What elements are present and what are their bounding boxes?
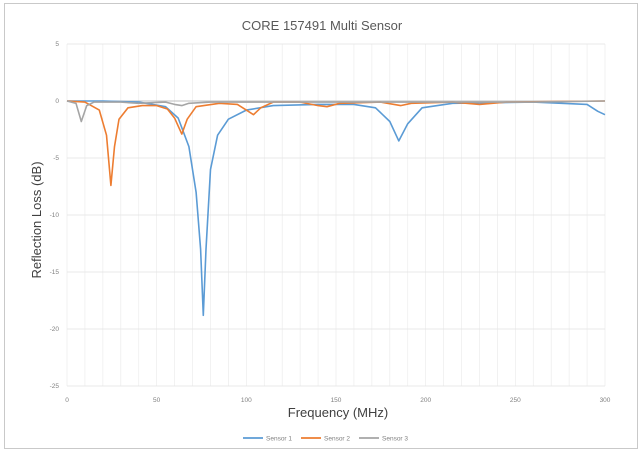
x-tick-label: 250 <box>510 397 521 404</box>
x-tick-label: 200 <box>420 397 431 404</box>
x-tick-label: 100 <box>241 397 252 404</box>
y-tick-label: 0 <box>55 98 59 105</box>
y-tick-label: -5 <box>53 155 59 162</box>
chart-frame: CORE 157491 Multi Sensor 5 0 -5 -10 -15 -20 -2… <box>4 3 638 449</box>
y-tick-label: 5 <box>55 41 59 48</box>
x-axis-label: Frequency (MHz) <box>288 405 388 420</box>
x-tick-label: 150 <box>331 397 342 404</box>
x-tick-label: 0 <box>65 397 69 404</box>
legend: Sensor 1 Sensor 2 Sensor 3 <box>243 435 408 442</box>
series-lines <box>66 100 606 317</box>
y-tick-label: -15 <box>50 269 60 276</box>
legend-label: Sensor 3 <box>382 435 408 442</box>
tick-labels: 50-5-10-15-20-250 50 100 150 200 250 300 <box>50 41 611 404</box>
x-tick-label: 50 <box>153 397 161 404</box>
y-tick-label: -20 <box>50 326 60 333</box>
y-axis-label: Reflection Loss (dB) <box>29 161 44 278</box>
series-line-sensor-3 <box>66 100 606 123</box>
x-tick-label: 300 <box>600 397 611 404</box>
line-chart: CORE 157491 Multi Sensor 50-5-10-15-20-2… <box>29 18 611 442</box>
y-tick-label: -10 <box>50 212 60 219</box>
series-line-sensor-2 <box>66 100 606 187</box>
legend-label: Sensor 1 <box>266 435 292 442</box>
y-tick-label: -25 <box>50 383 60 390</box>
legend-label: Sensor 2 <box>324 435 350 442</box>
gridlines <box>66 43 606 387</box>
chart-title: CORE 157491 Multi Sensor <box>242 18 403 33</box>
